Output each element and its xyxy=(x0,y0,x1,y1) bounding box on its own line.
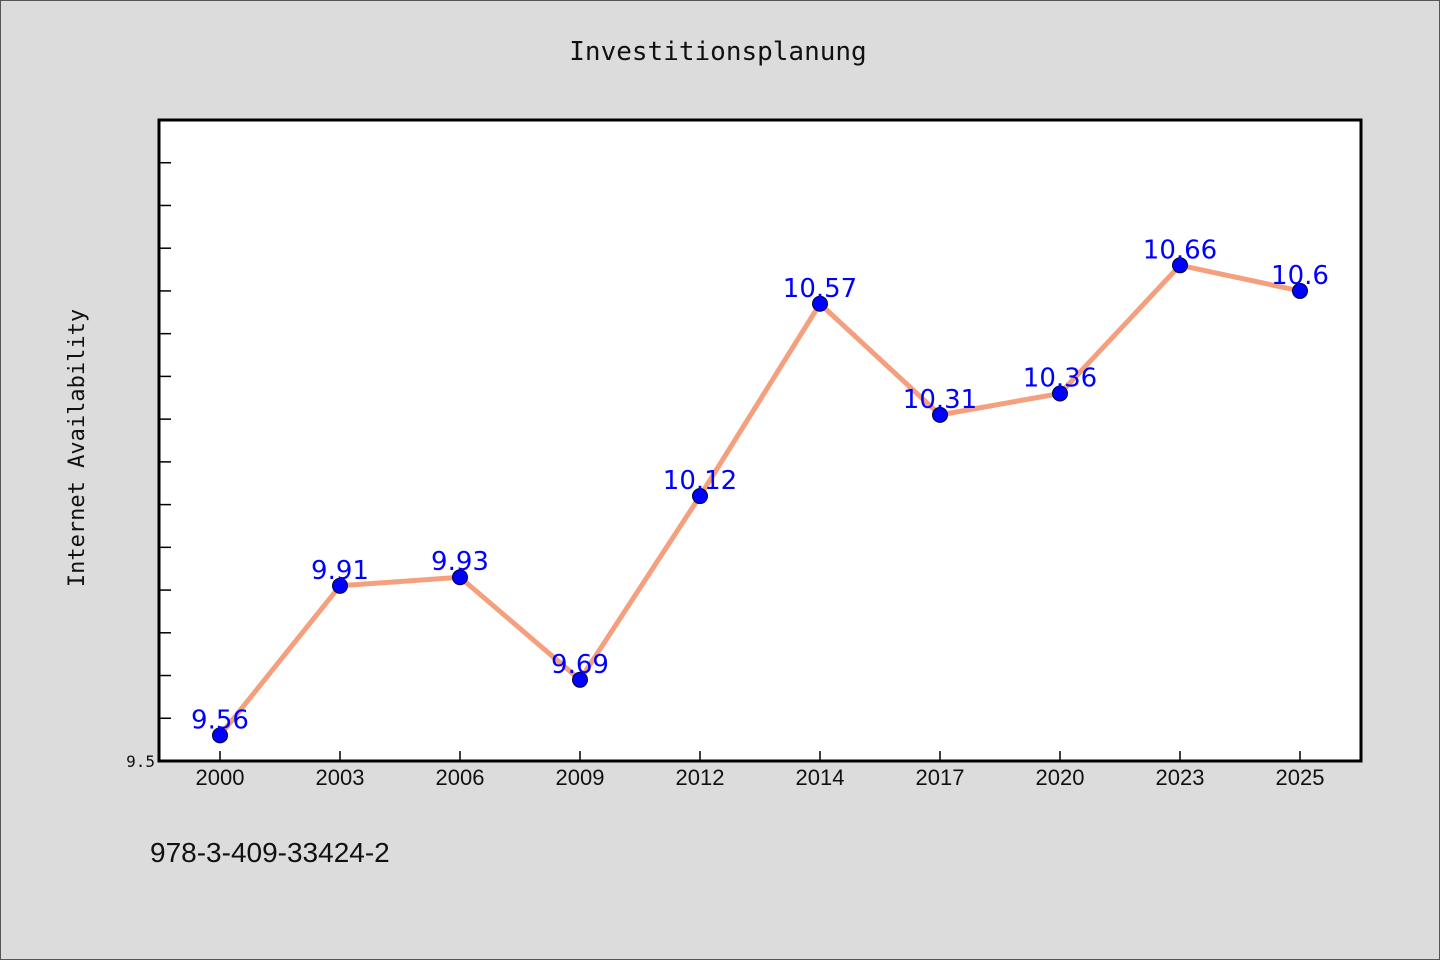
data-label: 10.6 xyxy=(1271,261,1329,291)
x-tick-label: 2023 xyxy=(1156,765,1205,790)
data-point xyxy=(932,406,948,423)
x-tick-label: 2025 xyxy=(1276,765,1325,790)
data-label: 10.36 xyxy=(1023,363,1097,393)
series-layer: 9.56 9.91 9.93 9.69 10.12 10.57 10.31 10.36 10.6… xyxy=(191,235,1329,744)
data-point xyxy=(692,488,708,505)
series-line xyxy=(218,262,1301,737)
x-tick-label: 2014 xyxy=(796,765,845,790)
plot-area xyxy=(157,118,1363,763)
x-tick-label: 2009 xyxy=(556,765,605,790)
data-label: 10.12 xyxy=(663,466,737,496)
x-tick-label: 2020 xyxy=(1036,765,1085,790)
chart-title: Investitionsplanung xyxy=(569,37,866,67)
y-tick-label: 9.5 xyxy=(126,752,155,771)
x-tick-label: 2006 xyxy=(436,765,485,790)
data-point xyxy=(332,577,348,594)
x-axis-ticks: 2000 2003 2006 2009 2012 2014 2017 2020 2023 2025 xyxy=(196,751,1325,790)
data-label: 10.31 xyxy=(903,385,977,415)
data-label: 9.93 xyxy=(431,547,489,577)
x-tick-label: 2012 xyxy=(676,765,725,790)
data-point xyxy=(812,295,828,312)
x-tick-label: 2000 xyxy=(196,765,245,790)
isbn-text: 978-3-409-33424-2 xyxy=(150,837,390,868)
data-label: 9.91 xyxy=(311,556,369,586)
y-axis-ticks: 9.5 xyxy=(126,119,171,771)
data-point xyxy=(572,671,588,688)
data-label: 10.57 xyxy=(783,274,857,304)
data-point xyxy=(212,727,228,744)
data-label: 10.66 xyxy=(1143,235,1217,265)
data-label: 9.56 xyxy=(191,705,249,735)
y-axis-label: Internet Availability xyxy=(65,309,90,587)
data-point xyxy=(452,569,468,586)
x-tick-label: 2003 xyxy=(316,765,365,790)
data-point xyxy=(1172,257,1188,274)
x-tick-label: 2017 xyxy=(916,765,965,790)
data-point xyxy=(1052,385,1068,402)
data-point xyxy=(1292,282,1308,299)
data-label: 9.69 xyxy=(551,650,609,680)
